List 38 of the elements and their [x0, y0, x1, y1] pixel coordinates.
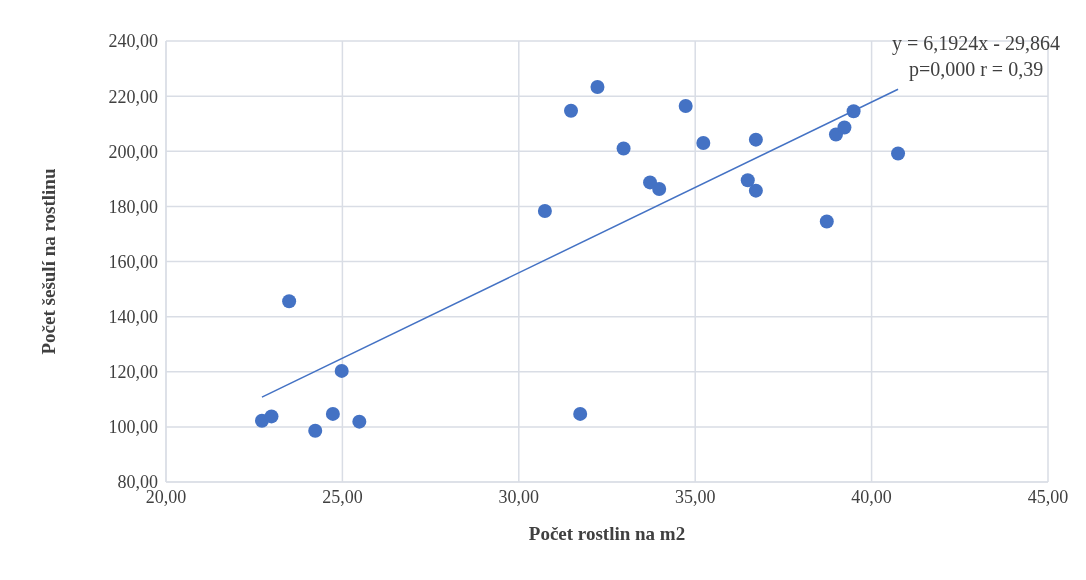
- point: [325, 406, 340, 421]
- x-tick-label: 40,00: [851, 486, 892, 507]
- point: [837, 120, 852, 135]
- annotation: p=0,000 r = 0,39: [907, 57, 1045, 82]
- point: [652, 182, 667, 197]
- point: [564, 103, 579, 118]
- point: [264, 409, 279, 424]
- y-tick-label: 120,00: [108, 362, 158, 383]
- point: [748, 183, 763, 198]
- x-tick-label: 25,00: [322, 486, 363, 507]
- point: [616, 141, 631, 156]
- y-tick-label: 220,00: [108, 86, 158, 107]
- y-tick-label: 160,00: [108, 251, 158, 272]
- x-tick-label: 35,00: [674, 486, 716, 507]
- x-tick-label: 45,00: [1027, 486, 1069, 507]
- point: [819, 214, 834, 229]
- point: [678, 99, 693, 114]
- x-axis-title: Počet rostlin na m2: [528, 523, 686, 544]
- point: [891, 146, 906, 161]
- y-tick-label: 240,00: [108, 31, 158, 52]
- x-tick-label: 30,00: [498, 486, 540, 507]
- point: [308, 423, 323, 438]
- y-tick-label: 100,00: [108, 417, 158, 438]
- point: [352, 414, 367, 429]
- point: [696, 135, 711, 150]
- point: [573, 406, 588, 421]
- point: [537, 204, 552, 219]
- point: [740, 173, 755, 188]
- y-tick-label: 200,00: [108, 141, 158, 162]
- annotation: y = 6,1924x - 29,864: [892, 31, 1060, 56]
- y-tick-label: 140,00: [108, 307, 158, 328]
- point: [643, 175, 658, 190]
- point: [282, 294, 297, 309]
- y-axis-title: Počet šešulí na rostlinu: [37, 168, 59, 355]
- y-tick-label: 180,00: [108, 196, 158, 217]
- point: [748, 132, 763, 147]
- point: [590, 80, 605, 95]
- point: [334, 363, 349, 378]
